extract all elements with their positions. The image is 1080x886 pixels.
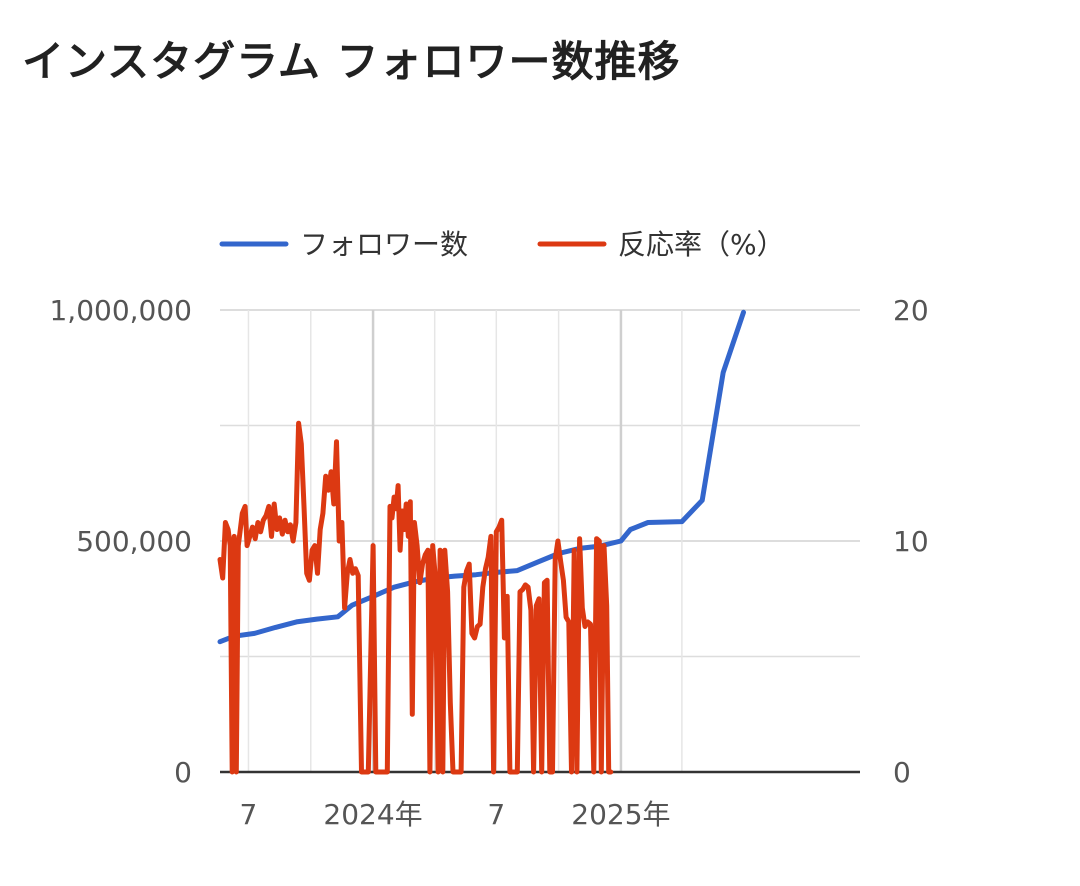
y-right-tick-label: 20 — [893, 294, 929, 327]
legend: フォロワー数 反応率（%） — [219, 228, 785, 261]
y-right-tick-label: 10 — [893, 525, 929, 558]
series-lines — [217, 309, 746, 775]
y-right-tick-label: 0 — [893, 756, 911, 789]
series-line-1 — [217, 309, 746, 645]
y-left-tick-label: 500,000 — [76, 525, 192, 558]
y-left-tick-label: 0 — [174, 756, 192, 789]
x-tick-label: 2025年 — [571, 798, 670, 831]
y-left-tick-label: 1,000,000 — [49, 294, 192, 327]
series-line-2 — [217, 420, 614, 775]
x-tick-label: 2024年 — [323, 798, 422, 831]
legend-label: 反応率（%） — [618, 228, 785, 261]
x-tick-label: 7 — [240, 798, 258, 831]
legend-label: フォロワー数 — [300, 228, 468, 261]
x-tick-label: 7 — [487, 798, 505, 831]
chart-title: インスタグラム フォロワー数推移 — [22, 37, 681, 86]
axis-ticks: 1,000,000 500,000 0 20 10 0 7 2024年 7 2025年 — [49, 294, 928, 831]
